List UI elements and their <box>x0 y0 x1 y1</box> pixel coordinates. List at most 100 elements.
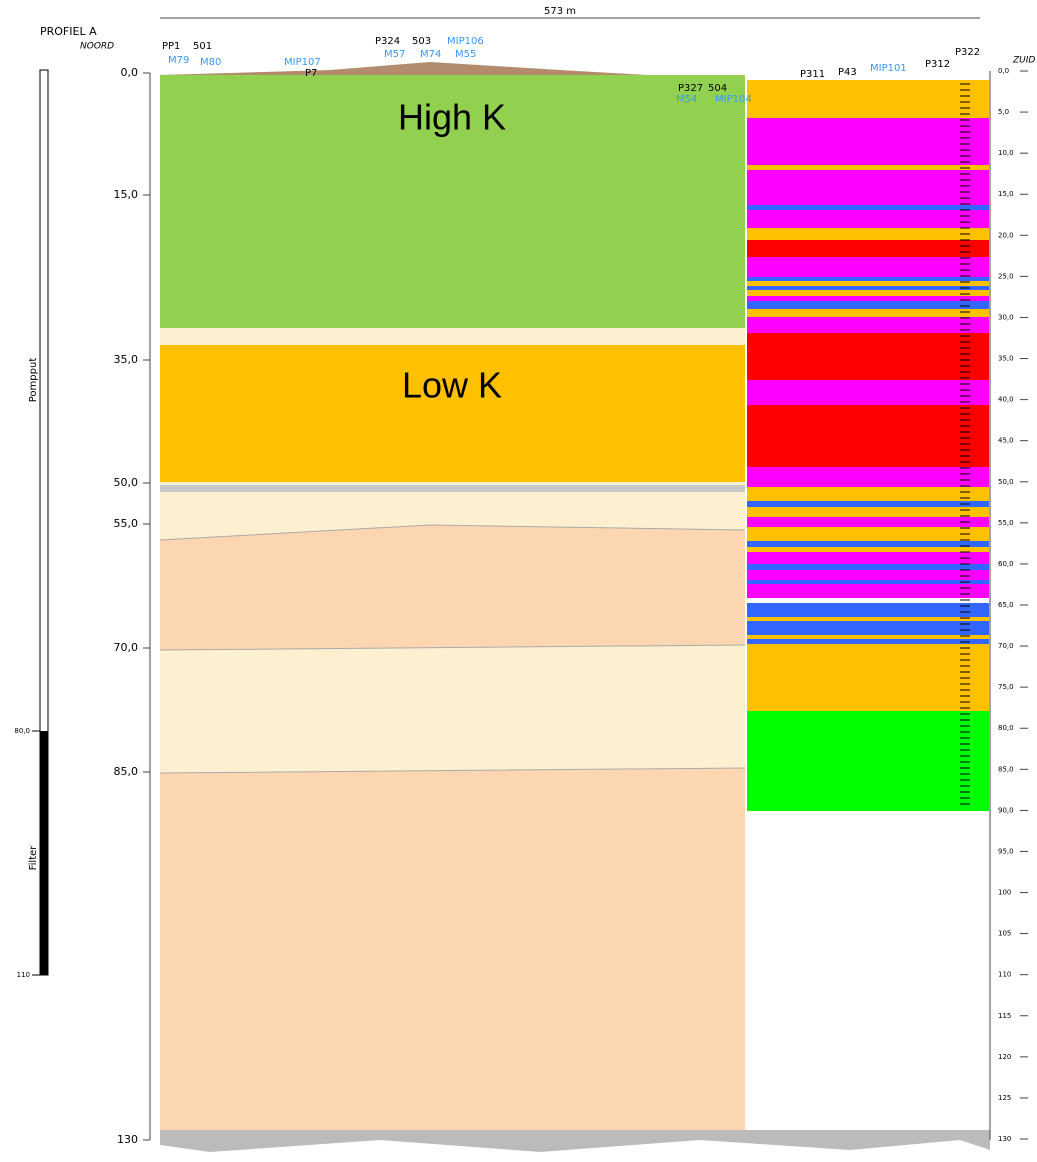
stratum <box>747 257 989 277</box>
stratum <box>747 210 989 228</box>
stratum <box>747 240 989 257</box>
stratum <box>747 301 989 309</box>
well-id: 503 <box>412 36 431 47</box>
stratum <box>747 205 989 210</box>
scale-label: 75,0 <box>998 683 1014 691</box>
stratum <box>747 635 989 639</box>
scale-label: 85,0 <box>998 765 1014 773</box>
stratum <box>747 405 989 467</box>
stratum <box>747 644 989 711</box>
scale-label: 70,0 <box>998 642 1014 650</box>
zone-label: Low K <box>402 365 502 406</box>
stratum <box>747 380 989 405</box>
stratum <box>747 603 989 617</box>
stratum <box>747 290 989 296</box>
scale-label: 100 <box>998 889 1011 897</box>
scale-label: 40,0 <box>998 396 1014 404</box>
stratum <box>747 170 989 205</box>
title: PROFIEL A <box>40 25 97 38</box>
stratum <box>747 277 989 281</box>
scale-label: 105 <box>998 930 1011 938</box>
direction: ZUID <box>1012 56 1035 66</box>
scale-label: 95,0 <box>998 847 1014 855</box>
scale-label: 5,0 <box>998 108 1009 116</box>
well-id: P43 <box>838 67 857 78</box>
depth-label: 35,0 <box>114 353 139 366</box>
scale-label: 0,0 <box>998 67 1009 75</box>
stratum <box>747 570 989 580</box>
stratum <box>747 527 989 541</box>
scale-label: 125 <box>998 1094 1011 1102</box>
stratum <box>747 228 989 240</box>
stratum <box>747 281 989 286</box>
well-id: M74 <box>420 49 441 60</box>
clay-layer <box>160 328 745 345</box>
cross-section: 573 m PROFIEL A NOORD ZUID High K Low K … <box>0 0 1037 1158</box>
stratum <box>747 580 989 584</box>
scale-label: 30,0 <box>998 313 1014 321</box>
stratum <box>747 517 989 527</box>
well-id: MIP104 <box>715 94 752 105</box>
well-id: MIP101 <box>870 63 907 74</box>
stratum <box>747 501 989 507</box>
well-id: P7 <box>305 68 317 79</box>
scale-label: 90,0 <box>998 806 1014 814</box>
well-id: M79 <box>168 55 189 66</box>
scale-label: 60,0 <box>998 560 1014 568</box>
stratum <box>747 541 989 547</box>
stratum <box>747 118 989 165</box>
well-id: P311 <box>800 69 825 80</box>
scale-label: 120 <box>998 1053 1011 1061</box>
scale-label: 55,0 <box>998 519 1014 527</box>
depth-label: 0,0 <box>121 66 139 79</box>
scale-label: 25,0 <box>998 272 1014 280</box>
depth-label: 50,0 <box>114 476 139 489</box>
well-id: M57 <box>384 49 405 60</box>
stratum <box>747 598 989 603</box>
stratum <box>747 317 989 333</box>
well-label: Pompput <box>28 358 39 403</box>
well-id: PP1 <box>162 41 180 52</box>
scale-label: 65,0 <box>998 601 1014 609</box>
stratum <box>747 333 989 380</box>
zone-label: High K <box>398 97 506 138</box>
clay-layer <box>160 645 745 773</box>
stratum <box>747 80 989 118</box>
stratum <box>747 296 989 301</box>
depth-label: 15,0 <box>114 188 139 201</box>
scale-label: 15,0 <box>998 190 1014 198</box>
well-id: P324 <box>375 36 400 47</box>
well-id: M54 <box>676 94 697 105</box>
stratum <box>747 309 989 317</box>
well-filter <box>40 731 48 975</box>
well-id: MIP106 <box>447 36 484 47</box>
depth-label: 55,0 <box>114 517 139 530</box>
scale-label: 45,0 <box>998 437 1014 445</box>
stratum <box>747 617 989 621</box>
stratum <box>747 639 989 644</box>
log-column <box>747 80 989 811</box>
well-id: MIP107 <box>284 57 321 68</box>
scale-label: 20,0 <box>998 231 1014 239</box>
stratum <box>747 467 989 487</box>
well-id: P312 <box>925 59 950 70</box>
stratum <box>747 487 989 501</box>
stratum <box>747 286 989 290</box>
scale-label: 35,0 <box>998 355 1014 363</box>
stratum <box>747 507 989 517</box>
stratum <box>747 547 989 552</box>
well-id: 501 <box>193 41 212 52</box>
stratum <box>747 552 989 564</box>
tick-label: 110 <box>17 971 30 979</box>
peat-layer <box>160 485 745 492</box>
length-label: 573 m <box>544 6 576 17</box>
depth-label: 130 <box>117 1133 138 1146</box>
base <box>160 1130 990 1152</box>
scale-label: 115 <box>998 1012 1011 1020</box>
well-id: M80 <box>200 57 221 68</box>
stratum <box>747 584 989 598</box>
well-id: M55 <box>455 49 476 60</box>
direction: NOORD <box>80 42 114 52</box>
stratum <box>747 165 989 170</box>
depth-label: 70,0 <box>114 641 139 654</box>
